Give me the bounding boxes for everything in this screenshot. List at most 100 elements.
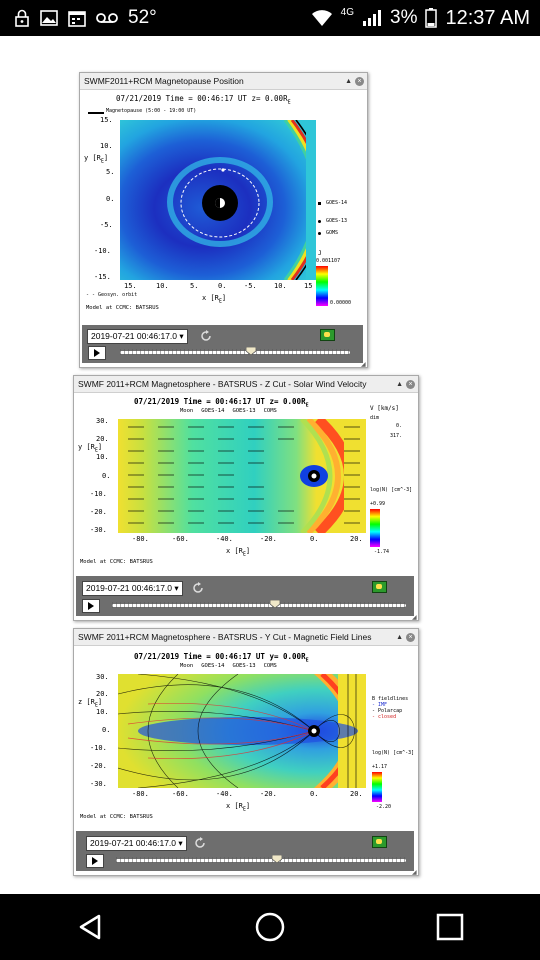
y-tick: 10. — [96, 708, 109, 716]
y-tick: -30. — [90, 526, 107, 534]
time-controls: 2019-07-21 00:46:17.0 ▾ — [76, 576, 414, 616]
close-icon[interactable]: × — [406, 379, 415, 389]
x-tick: 5. — [190, 282, 199, 290]
panel-title: SWMF2011+RCM Magnetopause Position — [84, 76, 244, 86]
refresh-icon[interactable] — [194, 837, 206, 849]
navigation-bar — [0, 894, 540, 960]
time-slider-knob[interactable] — [272, 855, 282, 863]
panel-title-bar[interactable]: SWMF2011+RCM Magnetopause Position ▲ × — [80, 73, 367, 90]
x-axis-label: x [RE] — [226, 547, 251, 558]
play-button[interactable] — [86, 854, 104, 868]
wifi-icon — [311, 10, 332, 26]
time-slider-ticks — [116, 857, 406, 863]
voicemail-icon — [96, 13, 118, 23]
colorbar — [316, 266, 328, 306]
satellite-label: GOES-13 — [232, 663, 256, 669]
x-tick: -60. — [172, 790, 189, 798]
model-credit: Model at CCMC: BATSRUS — [80, 559, 153, 565]
x-tick: 20. — [350, 535, 363, 543]
close-icon[interactable]: × — [406, 632, 415, 642]
resize-handle-icon[interactable]: ◢ — [412, 615, 417, 621]
play-icon — [94, 349, 100, 357]
recents-button[interactable] — [420, 897, 480, 957]
signal-icon — [363, 10, 382, 26]
resize-handle-icon[interactable]: ◢ — [412, 870, 417, 876]
colorbar-max: +0.99 — [370, 501, 386, 507]
plot-header: 07/21/2019 Time = 00:46:17 UT z= 0.00RE — [134, 397, 309, 409]
x-tick: -40. — [216, 535, 233, 543]
y-tick: -30. — [90, 780, 107, 788]
x-tick: -20. — [260, 535, 277, 543]
close-icon[interactable]: × — [355, 76, 364, 86]
y-tick: 10. — [96, 453, 109, 461]
y-axis-label: z [RE] — [78, 698, 103, 709]
y-tick: 30. — [96, 417, 109, 425]
timestamp-select[interactable]: 2019-07-21 00:46:17.0 ▾ — [87, 329, 188, 344]
vector-legend-text: dim — [370, 415, 380, 421]
y-tick: 10. — [100, 142, 113, 150]
x-tick: -20. — [260, 790, 277, 798]
satellite-label: Moon — [180, 408, 194, 414]
colorbar-max: 0.001107 — [316, 258, 341, 264]
x-tick: -5. — [244, 282, 257, 290]
panel-title-bar[interactable]: SWMF 2011+RCM Magnetosphere - BATSRUS - … — [74, 629, 418, 646]
satellite-label: COMS — [263, 663, 277, 669]
colorbar-min: -1.74 — [374, 549, 390, 555]
panel-title: SWMF 2011+RCM Magnetosphere - BATSRUS - … — [78, 632, 372, 642]
satellite-label: Moon — [180, 663, 194, 669]
satellite-marker — [318, 220, 321, 223]
time-slider-knob[interactable] — [246, 347, 256, 355]
colorbar-min: -2.20 — [376, 804, 392, 810]
x-tick: -80. — [132, 535, 149, 543]
flag-icon[interactable] — [372, 836, 387, 848]
image-icon — [40, 10, 58, 26]
model-credit: Model at CCMC: BATSRUS — [80, 814, 153, 820]
satellite-label: GOES-14 — [326, 200, 348, 206]
velocity-plot: 07/21/2019 Time = 00:46:17 UT z= 0.00RE … — [74, 393, 418, 577]
time-controls: 2019-07-21 00:46:17.0 ▾ — [82, 325, 363, 363]
home-icon — [255, 912, 285, 942]
collapse-icon[interactable]: ▲ — [396, 380, 403, 388]
colorbar — [370, 509, 380, 547]
home-button[interactable] — [240, 897, 300, 957]
timestamp-select[interactable]: 2019-07-21 00:46:17.0 ▾ — [86, 836, 187, 851]
satellite-line: Moon GOES-14 GOES-13 COMS — [180, 408, 277, 414]
satellite-marker — [318, 232, 321, 235]
refresh-icon[interactable] — [200, 330, 212, 342]
flag-icon[interactable] — [320, 329, 335, 341]
y-tick: 20. — [96, 690, 109, 698]
y-tick: 20. — [96, 435, 109, 443]
panel-title-bar[interactable]: SWMF 2011+RCM Magnetosphere - BATSRUS - … — [74, 376, 418, 393]
legend-item: - Polarcap — [372, 708, 403, 714]
recents-icon — [436, 913, 464, 941]
colorbar-label: log(N) [cm^-3] — [370, 487, 413, 493]
magnetopause-plot: 07/21/2019 Time = 00:46:17 UT z= 0.00RE … — [80, 90, 367, 326]
resize-handle-icon[interactable]: ◢ — [361, 362, 366, 368]
play-button[interactable] — [82, 599, 100, 613]
field-lines-plot: 07/21/2019 Time = 00:46:17 UT y= 0.00RE … — [74, 646, 418, 832]
y-tick: -20. — [90, 508, 107, 516]
legend-item: - IMF — [372, 702, 388, 708]
flag-icon[interactable] — [372, 581, 387, 593]
satellite-label: COMS — [263, 408, 277, 414]
timestamp-select[interactable]: 2019-07-21 00:46:17.0 ▾ — [82, 581, 183, 596]
y-tick: -10. — [94, 247, 111, 255]
time-slider-ticks — [120, 349, 350, 355]
legend-line-label: Magnetopause (5:00 - 19:00 UT) — [106, 108, 197, 114]
x-tick: 15 — [304, 282, 313, 290]
y-tick: 0. — [102, 472, 111, 480]
collapse-icon[interactable]: ▲ — [396, 633, 403, 641]
battery-icon — [425, 8, 438, 28]
x-tick: 20. — [350, 790, 363, 798]
time-slider-ticks — [112, 602, 406, 608]
satellite-label: GOES-13 — [232, 408, 256, 414]
refresh-icon[interactable] — [192, 582, 204, 594]
collapse-icon[interactable]: ▲ — [345, 77, 352, 85]
lock-icon — [15, 9, 29, 27]
status-bar: 52° 4G 3% 12:37 AM — [0, 0, 540, 36]
time-slider-knob[interactable] — [270, 600, 280, 608]
colorbar-label: log(N) [cm^-3] — [372, 750, 415, 756]
x-axis-label: x [RE] — [226, 802, 251, 813]
back-button[interactable] — [60, 897, 120, 957]
play-button[interactable] — [88, 346, 106, 360]
